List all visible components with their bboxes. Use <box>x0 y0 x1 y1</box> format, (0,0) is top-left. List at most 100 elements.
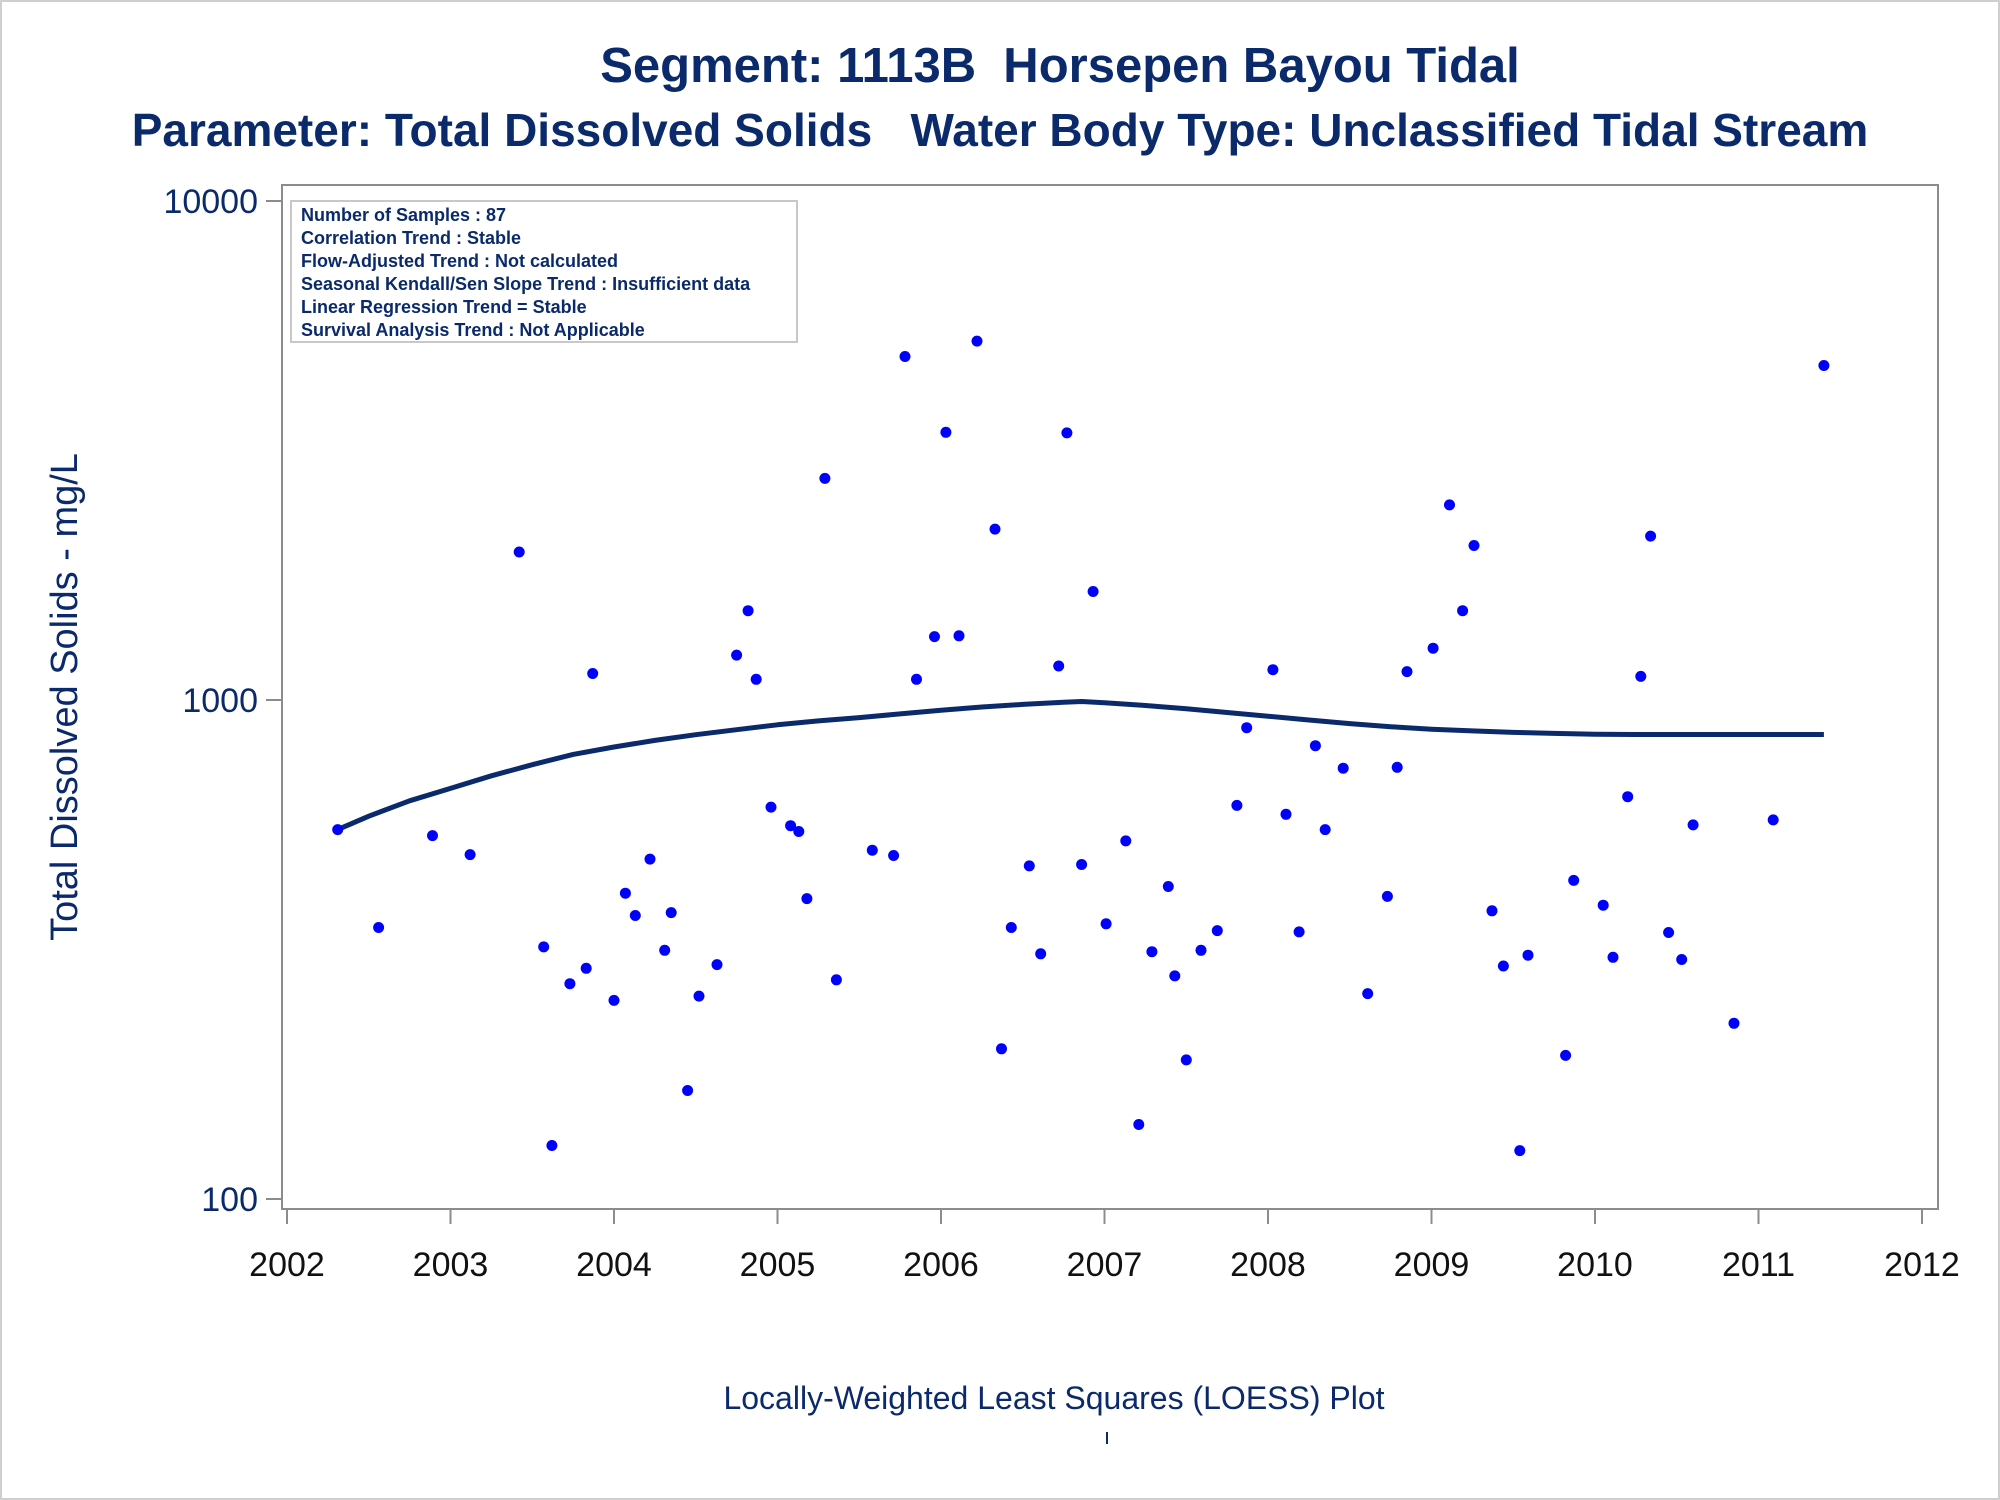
x-tick-label-10: 2012 <box>1884 1246 1960 1284</box>
data-point-41 <box>1053 660 1065 672</box>
chart-title: Segment: 1113B Horsepen Bayou Tidal <box>600 39 1520 93</box>
data-point-7 <box>564 978 576 990</box>
data-point-49 <box>1162 881 1174 892</box>
data-point-47 <box>1133 1119 1145 1130</box>
data-point-15 <box>665 907 677 919</box>
y-tick-label-0: 100 <box>201 1181 258 1219</box>
data-point-3 <box>464 849 476 861</box>
data-point-27 <box>830 974 842 986</box>
data-point-53 <box>1211 925 1223 937</box>
data-point-43 <box>1076 859 1088 870</box>
info-line-4: Seasonal Kendall/Sen Slope Trend : Insuf… <box>301 274 751 294</box>
data-point-12 <box>629 910 641 921</box>
data-point-85 <box>1767 814 1779 826</box>
info-line-3: Flow-Adjusted Trend : Not calculated <box>301 251 618 271</box>
data-point-51 <box>1180 1054 1192 1066</box>
data-point-2 <box>427 830 438 842</box>
data-point-74 <box>1560 1049 1572 1061</box>
data-point-20 <box>742 605 754 617</box>
data-point-19 <box>731 649 743 661</box>
y-tick-label-1: 1000 <box>182 682 258 720</box>
info-box-border <box>290 200 798 343</box>
data-point-18 <box>711 959 723 971</box>
x-axis-label: Locally-Weighted Least Squares (LOESS) P… <box>723 1380 1385 1416</box>
data-point-10 <box>608 994 620 1006</box>
data-point-62 <box>1362 988 1374 1000</box>
data-point-69 <box>1468 540 1480 551</box>
footer-mark <box>1106 1432 1108 1444</box>
x-axis: 2002 2003 2004 2005 2006 2007 2008 2009 2010 2011… <box>249 1209 1960 1284</box>
data-point-34 <box>953 630 965 642</box>
data-point-14 <box>659 944 671 956</box>
info-line-6: Survival Analysis Trend : Not Applicable <box>301 320 645 340</box>
x-tick-label-7: 2009 <box>1394 1246 1470 1284</box>
data-point-79 <box>1635 670 1647 682</box>
data-point-5 <box>538 941 550 953</box>
data-point-1 <box>373 922 385 933</box>
data-point-13 <box>644 853 656 865</box>
data-point-54 <box>1231 799 1243 811</box>
x-tick-label-6: 2008 <box>1230 1246 1306 1284</box>
y-axis-label: Total Dissolved Solids - mg/L <box>44 453 86 941</box>
data-point-52 <box>1195 944 1207 956</box>
data-point-46 <box>1120 835 1132 847</box>
data-point-66 <box>1427 642 1439 654</box>
data-point-6 <box>546 1140 558 1151</box>
data-point-70 <box>1486 905 1498 917</box>
y-axis: 100 1000 10000 <box>163 183 282 1219</box>
chart-subtitle: Parameter: Total Dissolved Solids Water … <box>131 104 1869 156</box>
data-point-4 <box>513 546 525 558</box>
data-point-25 <box>801 893 813 905</box>
data-point-76 <box>1597 899 1609 911</box>
data-point-21 <box>750 673 762 685</box>
data-point-22 <box>765 801 777 813</box>
data-point-83 <box>1687 819 1699 831</box>
data-point-33 <box>940 426 952 438</box>
info-line-5: Linear Regression Trend = Stable <box>301 297 587 317</box>
data-point-42 <box>1061 427 1073 439</box>
data-point-71 <box>1497 960 1509 972</box>
data-point-80 <box>1645 530 1657 542</box>
data-point-72 <box>1514 1145 1526 1157</box>
data-point-26 <box>819 472 831 484</box>
data-point-37 <box>996 1043 1007 1055</box>
loess-line <box>336 699 1824 832</box>
data-point-17 <box>693 990 705 1002</box>
x-tick-label-8: 2010 <box>1557 1246 1633 1284</box>
data-point-56 <box>1267 664 1279 676</box>
data-point-61 <box>1337 762 1349 774</box>
data-point-81 <box>1663 927 1675 938</box>
data-point-24 <box>793 826 805 837</box>
data-point-0 <box>332 824 344 836</box>
data-point-73 <box>1522 949 1534 961</box>
info-line-2: Correlation Trend : Stable <box>301 228 521 248</box>
x-tick-label-3: 2005 <box>740 1246 816 1284</box>
data-point-84 <box>1728 1017 1740 1029</box>
info-box: Number of Samples : 87 Correlation Trend… <box>290 200 798 343</box>
data-point-11 <box>619 887 631 899</box>
info-line-1: Number of Samples : 87 <box>301 205 506 225</box>
data-point-8 <box>580 962 592 974</box>
data-point-50 <box>1169 970 1181 982</box>
data-point-75 <box>1568 874 1580 886</box>
data-point-9 <box>587 668 599 679</box>
data-point-64 <box>1391 761 1403 773</box>
data-point-68 <box>1457 605 1469 617</box>
data-point-28 <box>866 844 878 856</box>
data-point-29 <box>888 850 900 861</box>
x-tick-label-5: 2007 <box>1067 1246 1143 1284</box>
data-point-60 <box>1319 824 1331 836</box>
data-point-86 <box>1818 360 1830 371</box>
data-point-30 <box>899 351 911 362</box>
data-point-63 <box>1381 890 1393 902</box>
data-point-39 <box>1023 860 1035 872</box>
data-point-67 <box>1444 499 1455 511</box>
data-point-35 <box>971 335 983 347</box>
x-tick-label-1: 2003 <box>413 1246 489 1284</box>
data-point-45 <box>1100 918 1112 930</box>
data-points <box>332 335 1830 1157</box>
data-point-78 <box>1622 791 1634 803</box>
x-tick-label-9: 2011 <box>1722 1246 1795 1284</box>
data-point-31 <box>911 673 922 685</box>
